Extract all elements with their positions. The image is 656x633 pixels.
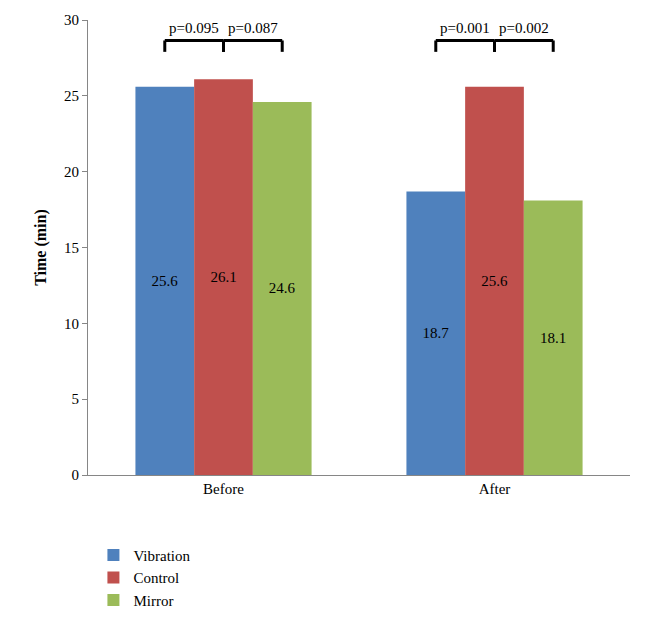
svg-text:20: 20 [64,164,79,180]
svg-text:p=0.087: p=0.087 [228,20,278,36]
svg-text:Control: Control [133,570,179,586]
svg-text:25: 25 [64,88,79,104]
svg-text:Before: Before [203,481,244,497]
svg-text:p=0.095: p=0.095 [169,20,219,36]
svg-text:18.1: 18.1 [540,330,566,346]
svg-text:30: 30 [64,12,79,28]
svg-text:5: 5 [72,391,80,407]
svg-text:Vibration: Vibration [133,548,190,564]
svg-text:p=0.002: p=0.002 [499,20,549,36]
svg-text:18.7: 18.7 [422,325,449,341]
svg-text:25.6: 25.6 [151,273,178,289]
svg-text:Time (min): Time (min) [32,209,50,286]
svg-text:15: 15 [64,240,79,256]
svg-text:Mirror: Mirror [133,593,173,609]
svg-text:24.6: 24.6 [269,280,296,296]
svg-text:26.1: 26.1 [210,269,236,285]
svg-text:10: 10 [64,316,79,332]
svg-text:0: 0 [72,467,80,483]
svg-text:After: After [479,481,511,497]
svg-text:25.6: 25.6 [481,273,508,289]
svg-text:p=0.001: p=0.001 [440,20,490,36]
